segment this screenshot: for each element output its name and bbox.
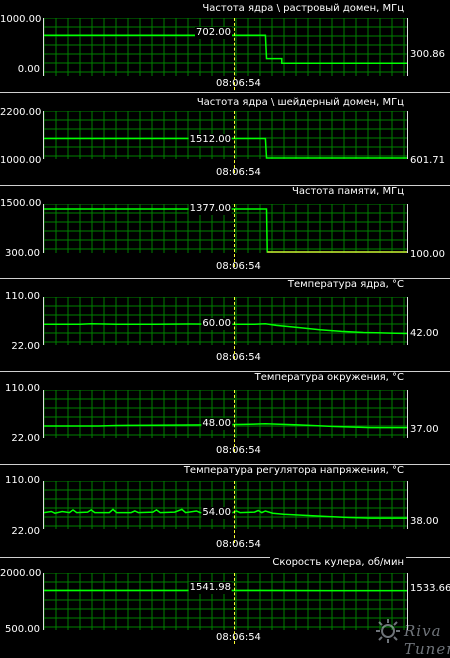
y-axis-max-label: 2000.00 (0, 568, 40, 580)
y-axis-min-label: 0.00 (0, 64, 40, 76)
y-axis-max-label: 2200.00 (0, 107, 40, 119)
y-axis-min-label: 22.00 (0, 341, 40, 353)
panel-title: Температура окружения, °C (253, 372, 406, 384)
panel-title: Частота памяти, МГц (290, 186, 406, 198)
cursor-value-label: 702.00 (195, 27, 232, 39)
time-cursor-line[interactable] (234, 204, 235, 267)
watermark-text: Riva Tuner (404, 622, 450, 658)
panel-title: Частота ядра \ растровый домен, МГц (200, 3, 406, 15)
cursor-value-label: 54.00 (201, 507, 232, 519)
y-axis-min-label: 1000.00 (0, 155, 40, 167)
current-value-label: 42.00 (410, 328, 439, 340)
current-value-label: 100.00 (410, 249, 445, 261)
graph-plot (44, 390, 407, 438)
panel-divider[interactable] (0, 92, 450, 93)
graph-plot (44, 481, 407, 529)
cursor-time-label: 08:06:54 (216, 167, 261, 179)
time-cursor-line[interactable] (234, 111, 235, 173)
current-value-label: 300.86 (410, 49, 445, 61)
time-cursor-line[interactable] (234, 573, 235, 644)
y-axis-min-label: 500.00 (0, 624, 40, 636)
panel-title: Частота ядра \ шейдерный домен, МГц (195, 97, 406, 109)
y-axis-max-label: 110.00 (0, 291, 40, 303)
y-axis-max-label: 1000.00 (0, 14, 40, 26)
gear-logo-icon (374, 616, 404, 646)
series-line (44, 35, 407, 63)
time-cursor-line[interactable] (234, 481, 235, 543)
y-axis-max-label: 110.00 (0, 475, 40, 487)
panel-title: Скорость кулера, об/мин (270, 557, 406, 569)
current-value-label: 38.00 (410, 516, 439, 528)
cursor-time-label: 08:06:54 (216, 539, 261, 551)
graph-vrm-temperature[interactable] (43, 481, 408, 529)
y-axis-min-label: 22.00 (0, 526, 40, 538)
y-axis-max-label: 110.00 (0, 383, 40, 395)
cursor-time-label: 08:06:54 (216, 78, 261, 90)
cursor-value-label: 1377.00 (189, 203, 232, 215)
cursor-time-label: 08:06:54 (216, 352, 261, 364)
panel-title: Температура ядра, °C (286, 279, 406, 291)
cursor-value-label: 1541.98 (189, 582, 232, 594)
graph-ambient-temperature[interactable] (43, 390, 408, 438)
cursor-value-label: 1512.00 (189, 134, 232, 146)
y-axis-min-label: 300.00 (0, 248, 40, 260)
cursor-value-label: 48.00 (201, 418, 232, 430)
time-cursor-line[interactable] (234, 297, 235, 359)
cursor-time-label: 08:06:54 (216, 261, 261, 273)
current-value-label: 1533.66 (410, 583, 450, 595)
cursor-time-label: 08:06:54 (216, 445, 261, 457)
rivatuner-logo: Riva Tuner (374, 616, 444, 646)
panel-title: Температура регулятора напряжения, °C (182, 465, 406, 477)
time-cursor-line[interactable] (234, 18, 235, 90)
y-axis-min-label: 22.00 (0, 433, 40, 445)
current-value-label: 37.00 (410, 424, 439, 436)
time-cursor-line[interactable] (234, 390, 235, 452)
cursor-value-label: 60.00 (201, 318, 232, 330)
cursor-time-label: 08:06:54 (216, 632, 261, 644)
current-value-label: 601.71 (410, 155, 445, 167)
y-axis-max-label: 1500.00 (0, 198, 40, 210)
